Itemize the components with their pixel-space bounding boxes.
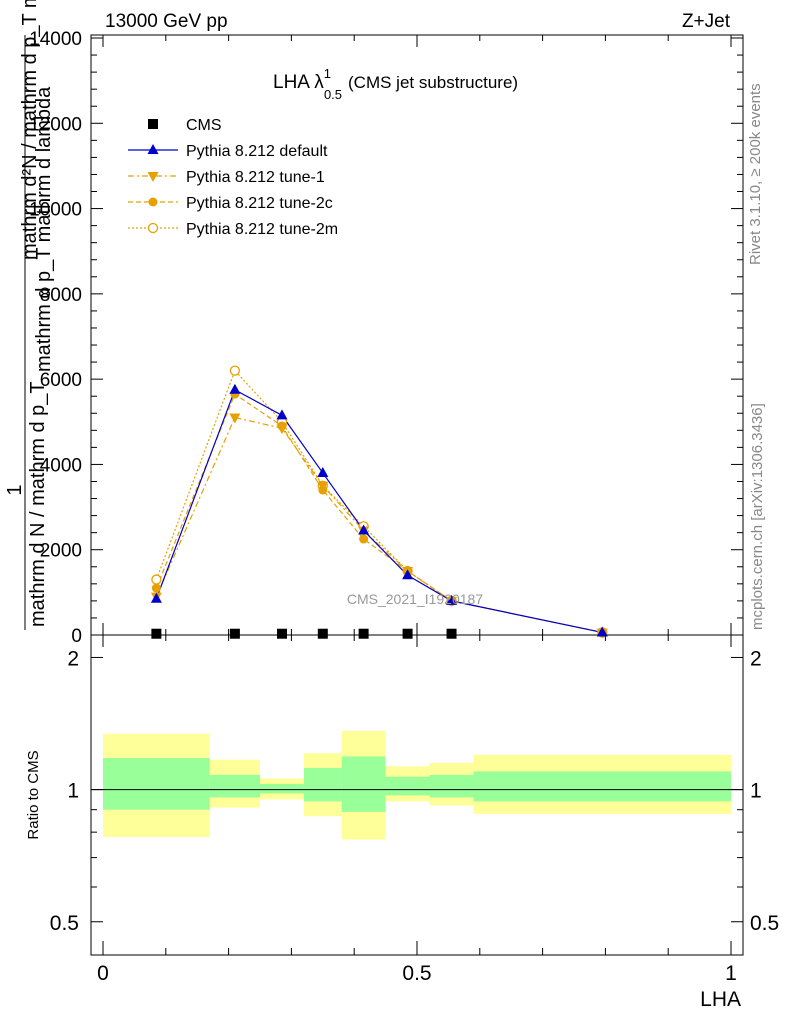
point-default-2: [276, 409, 288, 420]
point-cms-4: [358, 628, 369, 639]
ratio-band-inner-6: [429, 774, 474, 798]
ratio-bands: [103, 730, 731, 840]
mcplots-label: mcplots.cern.ch [arXiv:1306.3436]: [749, 403, 766, 630]
ratio-band-inner-0: [103, 758, 210, 810]
legend-label-default: Pythia 8.212 default: [186, 143, 328, 160]
x-tick-label-0: 0: [97, 962, 109, 985]
ratio-y-tick-label-left-2: 2: [67, 647, 79, 670]
point-default-3: [317, 466, 329, 477]
ratio-ticks: 0.5 0.5 1 1 2 2 0 0.5 1: [50, 635, 779, 985]
point-cms-6: [446, 628, 457, 639]
legend-marker-default: [147, 144, 159, 154]
point-tune1-1: [229, 413, 241, 424]
point-tune2c-0: [151, 583, 161, 593]
series-lines: [155, 369, 603, 634]
x-tick-label-2: 1: [725, 962, 737, 985]
ratio-y-label: Ratio to CMS: [25, 750, 42, 839]
main-y-tick-label-0: 0: [71, 626, 82, 647]
x-axis-label: LHA: [700, 988, 741, 1011]
point-cms-1: [229, 628, 240, 639]
legend-marker-tune2m: [147, 222, 159, 234]
series-points: [150, 365, 608, 639]
ratio-y-tick-label-left-1: 1: [67, 780, 79, 803]
legend-marker-cms: [148, 119, 158, 129]
point-default-0: [150, 592, 162, 603]
point-cms-2: [276, 628, 287, 639]
y-label-stacked: mathrm d²N / mathrm d p_T mathrm d lambd…: [19, 0, 41, 260]
point-default-7: [596, 626, 608, 637]
y-label-denominator: mathrm d N / mathrm d p_T: [27, 381, 49, 627]
x-tick-label-1: 0.5: [402, 962, 431, 985]
legend-marker-tune2c: [148, 197, 158, 207]
main-y-tick-label-4: 8000: [40, 285, 82, 306]
legend-marker-tune1: [147, 172, 159, 182]
watermark: CMS_2021_I1920187: [347, 591, 483, 607]
ratio-y-tick-label-right-0: 0.5: [750, 912, 779, 935]
point-tune2m-1: [229, 365, 241, 376]
main-y-tick-label-6: 12000: [29, 114, 82, 135]
ratio-band-inner-1: [209, 774, 260, 798]
y-label-numerator: 1: [4, 484, 26, 495]
point-default-1: [229, 383, 241, 394]
y-label-garbled: mathrm d p_T mathrm d lambda: [33, 86, 55, 372]
legend-label-tune2m: Pythia 8.212 tune-2m: [186, 221, 338, 238]
main-y-tick-label-3: 6000: [40, 370, 82, 391]
main-y-tick-label-5: 10000: [29, 200, 82, 221]
series-line-tune1: [155, 416, 603, 634]
legend-label-tune1: Pythia 8.212 tune-1: [186, 169, 325, 186]
series-line-default: [155, 388, 603, 634]
point-default-4: [358, 524, 370, 535]
main-y-tick-label-2: 4000: [40, 455, 82, 476]
point-tune2c-4: [359, 534, 369, 544]
legend-label-tune2c: Pythia 8.212 tune-2c: [186, 195, 333, 212]
point-default-5: [402, 569, 414, 580]
main-y-tick-label-7: 14000: [29, 29, 82, 50]
plot-title: LHA λ1 0.5(CMS jet substructure): [273, 66, 518, 102]
ratio-band-inner-4: [341, 756, 386, 812]
legend-label-cms: CMS: [186, 117, 222, 134]
ratio-band-inner-2: [260, 783, 304, 794]
header-right: Z+Jet: [682, 11, 731, 32]
point-cms-5: [402, 628, 413, 639]
ratio-band-inner-5: [385, 776, 430, 796]
header-left: 13000 GeV pp: [105, 11, 228, 32]
rivet-label: Rivet 3.1.10, ≥ 200k events: [747, 83, 764, 265]
main-y-ticks: 0 2000 4000 6000 8000 10000 12000 14000: [29, 29, 743, 647]
ratio-band-inner-7: [473, 771, 731, 802]
ratio-y-tick-label-right-1: 1: [750, 780, 762, 803]
point-default-6: [446, 594, 458, 605]
ratio-band-inner-3: [303, 768, 342, 802]
point-tune1-3: [317, 481, 329, 492]
ratio-y-tick-label-right-2: 2: [750, 647, 762, 670]
ratio-y-tick-label-left-0: 0.5: [50, 912, 79, 935]
point-tune1-2: [276, 424, 288, 435]
legend: CMS Pythia 8.212 default Pythia 8.212 tune…: [128, 117, 338, 238]
main-y-tick-label-1: 2000: [40, 541, 82, 562]
point-cms-0: [151, 628, 162, 639]
point-cms-3: [317, 628, 328, 639]
point-tune2m-0: [151, 574, 162, 585]
